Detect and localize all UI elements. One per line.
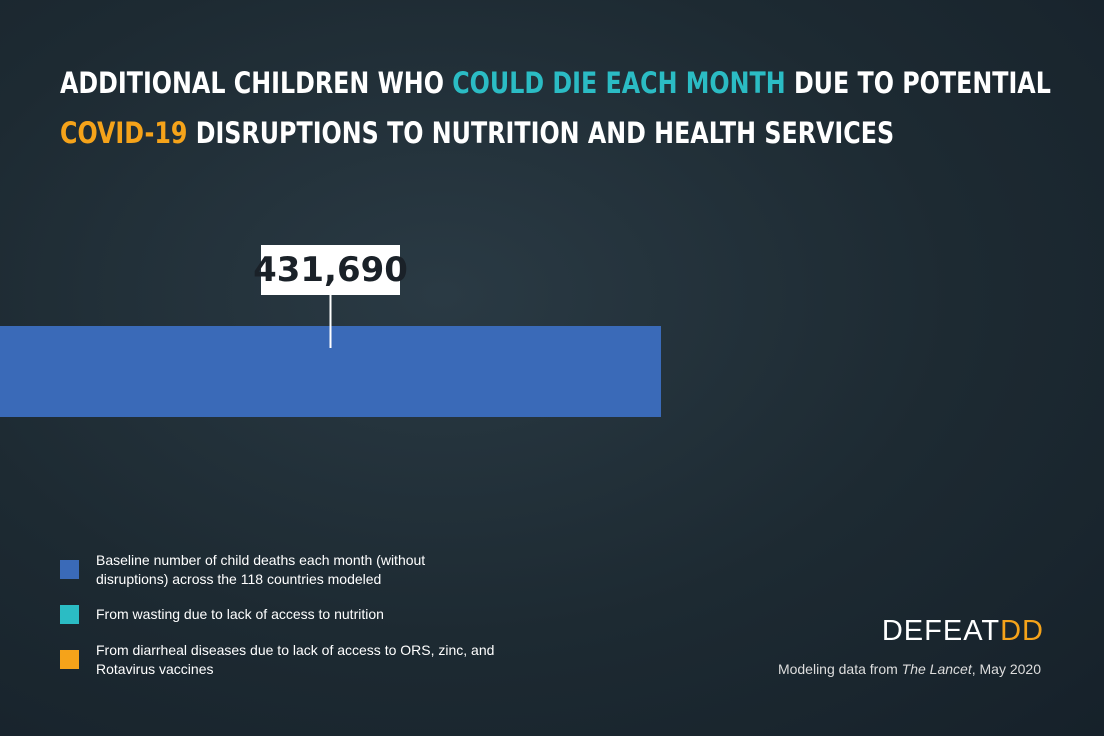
chart-title: ADDITIONAL CHILDREN WHO COULD DIE EACH M… [60,58,1051,158]
data-label: 431,690 [253,245,408,295]
logo-text: DD [1000,615,1044,647]
source-text: , May 2020 [971,661,1041,677]
legend-swatch [60,650,79,669]
legend-swatch [60,560,79,579]
title-text: DISRUPTIONS TO NUTRITION AND HEALTH SERV… [187,116,895,150]
defeatdd-logo: DEFEATDD [882,615,1044,648]
title-text: DUE TO POTENTIAL [785,66,1051,100]
bar-chart [0,295,662,417]
legend-label: From diarrheal diseases due to lack of a… [96,642,495,677]
title-text: ADDITIONAL CHILDREN WHO [60,66,453,100]
source-journal: The Lancet [901,661,972,677]
source-note: Modeling data from The Lancet, May 2020 [778,661,1041,677]
title-highlight: COVID-19 [60,116,188,150]
legend-label: Baseline number of child deaths each mon… [96,552,426,587]
legend-label: From wasting due to lack of access to nu… [96,606,384,622]
legend-swatch [60,605,79,624]
title-highlight: COULD DIE EACH MONTH [452,66,786,100]
logo-text: DEFEAT [881,615,1001,647]
source-text: Modeling data from [777,661,902,677]
